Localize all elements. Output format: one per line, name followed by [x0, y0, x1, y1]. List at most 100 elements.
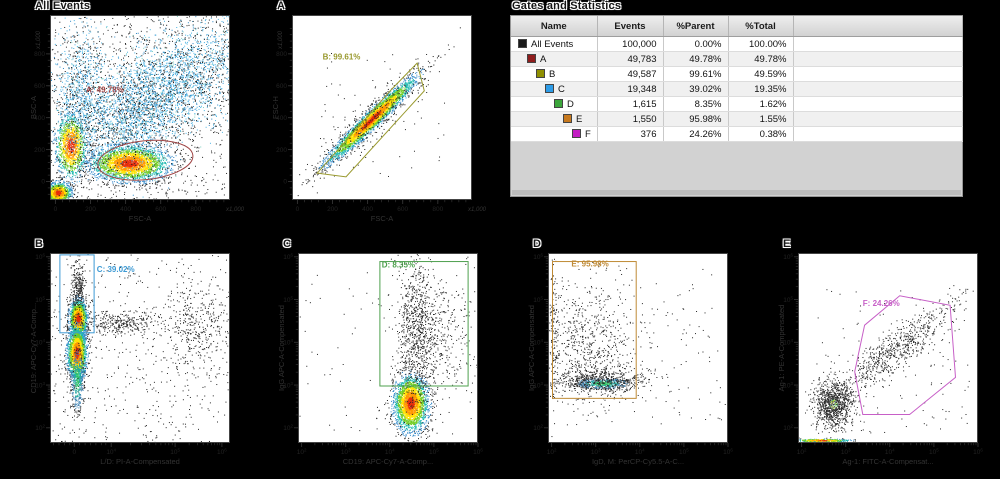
- x-tick-label: 800: [432, 206, 443, 213]
- y-tick-label: 0: [41, 179, 45, 186]
- x-axis-label: CD19: APC-Cy7-A-Comp...: [343, 457, 433, 466]
- y-tick-label: 102: [283, 424, 293, 433]
- total-pct-cell: 49.78%: [728, 51, 794, 67]
- x-tick-label: 103: [591, 448, 601, 457]
- events-cell: 1,550: [597, 111, 664, 127]
- total-pct-cell: 0.38%: [728, 126, 794, 142]
- x-tick-label: 104: [385, 448, 395, 457]
- blank-cell: [793, 66, 963, 82]
- total-pct-cell: 1.62%: [728, 96, 794, 112]
- y-tick-label: 103: [283, 381, 293, 390]
- y-tick-label: 600: [34, 83, 45, 90]
- gate-color-swatch: [536, 68, 545, 78]
- y-tick-label: 400: [276, 115, 287, 122]
- gates-table-body: Name Events %Parent %Total All Events 100,000…: [510, 15, 963, 197]
- events-cell: 100,000: [597, 36, 664, 52]
- gate-A[interactable]: [96, 136, 195, 185]
- x-tick-label: 105: [929, 448, 939, 457]
- x-tick-label: 400: [120, 206, 131, 213]
- blank-cell: [793, 36, 963, 52]
- parent-pct-cell: 95.98%: [663, 111, 729, 127]
- y-tick-label: 106: [783, 253, 793, 262]
- gate-name-cell: F: [511, 126, 598, 142]
- x-axis-label: Ag-1: FITC-A-Compensat...: [842, 457, 933, 466]
- events-cell: 19,348: [597, 81, 664, 97]
- x-tick-label: 105: [679, 448, 689, 457]
- events-cell: 376: [597, 126, 664, 142]
- parent-pct-cell: 0.00%: [663, 36, 729, 52]
- x-tick-label: 600: [397, 206, 408, 213]
- x-tick-label: 105: [429, 448, 439, 457]
- x-tick-label: 106: [723, 448, 733, 457]
- plot-d: D 102 103 104 105 106 106 105 104 103 102 IgD, M: …: [526, 238, 746, 479]
- gates-table: Name Events %Parent %Total All Events 100,000…: [511, 16, 963, 142]
- x-tick-label: 600: [155, 206, 166, 213]
- y-axis-label: IgG APC-A-Compensated: [277, 305, 286, 391]
- panel-scrollbar[interactable]: [512, 190, 961, 195]
- gate-name-label: E: [576, 113, 583, 125]
- y-multiplier-label: x1,000: [278, 30, 284, 50]
- y-tick-label: 102: [533, 424, 543, 433]
- column-header-blank: [793, 16, 963, 37]
- x-axis-label: L/D: PI-A-Compensated: [100, 457, 180, 466]
- table-row-c[interactable]: C 19,348 39.02% 19.35%: [511, 81, 963, 97]
- plot-title-e: E: [783, 238, 791, 250]
- table-row-f[interactable]: F 376 24.26% 0.38%: [511, 126, 963, 142]
- column-header-Events[interactable]: Events: [597, 16, 664, 37]
- blank-cell: [793, 111, 963, 127]
- gate-name-label: All Events: [531, 38, 574, 50]
- total-pct-cell: 100.00%: [728, 36, 794, 52]
- x-tick-label: 0: [296, 206, 300, 213]
- y-tick-label: 0: [283, 179, 287, 186]
- y-axis-label: BSC-A: [29, 96, 38, 119]
- gate-name-cell: D: [511, 96, 598, 112]
- gate-color-swatch: [545, 83, 554, 93]
- y-tick-label: 102: [35, 424, 45, 433]
- total-pct-cell: 19.35%: [728, 81, 794, 97]
- events-cell: 49,587: [597, 66, 664, 82]
- table-row-d[interactable]: D 1,615 8.35% 1.62%: [511, 96, 963, 112]
- gate-F[interactable]: [854, 295, 957, 415]
- y-tick-label: 105: [283, 295, 293, 304]
- blank-cell: [793, 126, 963, 142]
- column-header-%Parent[interactable]: %Parent: [663, 16, 729, 37]
- y-multiplier-label: x1,000: [36, 30, 42, 50]
- x-multiplier-label: x1,000: [467, 207, 487, 213]
- x-axis-label: FSC-A: [371, 214, 394, 223]
- table-row-a[interactable]: A 49,783 49.78% 49.78%: [511, 51, 963, 67]
- gate-name-cell: E: [511, 111, 598, 127]
- y-tick-label: 106: [533, 253, 543, 262]
- plot-e: E 102 103 104 105 106 106 105 104 103 102 Ag-1: FI…: [776, 238, 996, 479]
- plot-title-b: B: [35, 238, 44, 250]
- plot-title-all-events: All Events: [35, 0, 91, 12]
- y-tick-label: 200: [276, 147, 287, 154]
- gate-B[interactable]: [316, 62, 425, 178]
- table-row-e[interactable]: E 1,550 95.98% 1.55%: [511, 111, 963, 127]
- x-tick-label: 106: [473, 448, 483, 457]
- x-axis-label: FSC-A: [129, 214, 152, 223]
- plot-all-events: All Events 0 200 400 600 800 800 600 400 200 0 FSC…: [28, 0, 248, 228]
- y-tick-label: 104: [783, 338, 793, 347]
- x-tick-label: 800: [190, 206, 201, 213]
- gate-C[interactable]: [59, 254, 95, 334]
- gate-name-cell: C: [511, 81, 598, 97]
- column-header-%Total[interactable]: %Total: [728, 16, 794, 37]
- plot-c: C 102 103 104 105 106 106 105 104 103 102 CD19: AP…: [276, 238, 496, 479]
- y-tick-label: 106: [283, 253, 293, 262]
- gate-name-label: C: [558, 83, 565, 95]
- x-tick-label: 102: [547, 448, 557, 457]
- gate-E[interactable]: [552, 261, 637, 399]
- x-tick-label: 400: [362, 206, 373, 213]
- table-row-b[interactable]: B 49,587 99.61% 49.59%: [511, 66, 963, 82]
- table-row-all-events[interactable]: All Events 100,000 0.00% 100.00%: [511, 36, 963, 52]
- y-tick-label: 105: [783, 295, 793, 304]
- blank-cell: [793, 96, 963, 112]
- gate-color-swatch: [554, 98, 563, 108]
- gate-D[interactable]: [379, 261, 469, 387]
- parent-pct-cell: 49.78%: [663, 51, 729, 67]
- x-tick-label: 104: [106, 448, 116, 457]
- column-header-Name[interactable]: Name: [511, 16, 598, 37]
- parent-pct-cell: 24.26%: [663, 126, 729, 142]
- y-tick-label: 104: [35, 338, 45, 347]
